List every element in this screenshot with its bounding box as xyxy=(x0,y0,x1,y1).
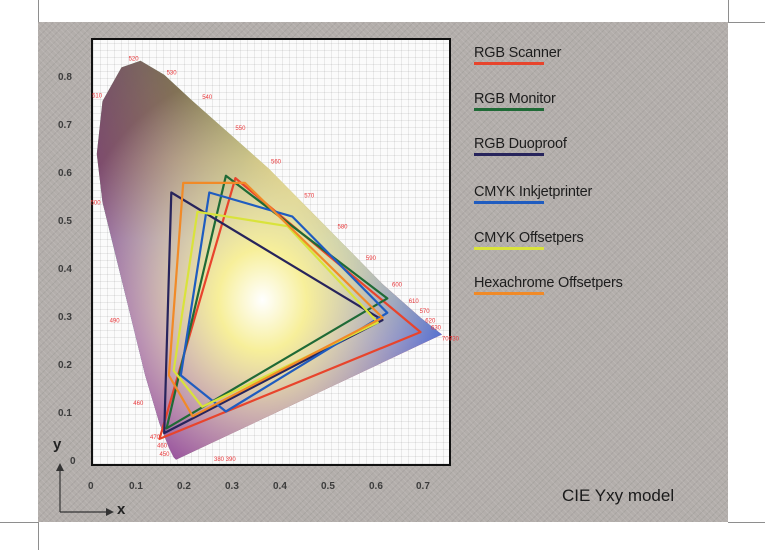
wavelength-label: 460 xyxy=(157,444,168,450)
legend-label: Hexachrome Offsetpers xyxy=(474,275,623,291)
legend-item-rgb-scanner: RGB Scanner xyxy=(474,45,561,65)
wavelength-label: 600 xyxy=(392,282,403,288)
y-tick-label: 0 xyxy=(70,456,76,467)
axis-arrows-icon xyxy=(56,463,114,516)
wavelength-label: 380 390 xyxy=(214,457,236,463)
legend-item-cmyk-inkjetprinter: CMYK Inkjetprinter xyxy=(474,184,592,204)
legend-swatch xyxy=(474,108,544,111)
x-tick-label: 0.3 xyxy=(225,481,239,492)
wavelength-label: 590 xyxy=(366,256,377,262)
legend-label: RGB Duoproof xyxy=(474,136,567,152)
x-tick-label: 0.6 xyxy=(369,481,383,492)
legend-swatch xyxy=(474,62,544,65)
wavelength-label: 500 xyxy=(91,201,102,207)
legend-swatch xyxy=(474,153,544,156)
spectral-locus-white-point-shade xyxy=(96,60,442,460)
crop-mark-bottom-left xyxy=(38,522,39,550)
crop-mark-top-left xyxy=(38,0,39,22)
crop-mark-right-bottom xyxy=(728,522,765,523)
x-tick-label: 0.5 xyxy=(321,481,335,492)
y-axis-letter: y xyxy=(53,436,62,453)
wavelength-label: 700 xyxy=(442,337,453,343)
gamut-polygon-5 xyxy=(167,181,384,418)
legend-swatch xyxy=(474,292,544,295)
x-tick-label: 0.4 xyxy=(273,481,287,492)
wavelength-label: 490 xyxy=(110,319,121,325)
x-tick-label: 0.2 xyxy=(177,481,191,492)
legend-item-rgb-duoproof: RGB Duoproof xyxy=(474,136,567,156)
wavelength-label: 460 xyxy=(133,401,144,407)
gamut-polygon-4 xyxy=(172,210,379,408)
crop-mark-left-bottom xyxy=(0,522,38,523)
wavelength-label: 610 xyxy=(409,299,420,305)
wavelength-label: 550 xyxy=(235,126,246,132)
x-tick-label: 0.7 xyxy=(416,481,430,492)
x-tick-label: 0.1 xyxy=(129,481,143,492)
wavelength-label: 730 xyxy=(449,337,460,343)
y-tick-label: 0.1 xyxy=(58,408,72,419)
gamut-polygon-0 xyxy=(158,177,422,440)
legend-item-cmyk-offsetpers: CMYK Offsetpers xyxy=(474,230,584,250)
y-tick-label: 0.5 xyxy=(58,216,72,227)
legend-label: CMYK Inkjetprinter xyxy=(474,184,593,200)
wavelength-label: 580 xyxy=(338,225,349,231)
legend-swatch xyxy=(474,201,544,204)
crop-mark-top-right xyxy=(728,0,729,22)
gamut-polygon-3 xyxy=(179,191,389,413)
legend-label: RGB Monitor xyxy=(474,91,556,107)
gamut-polygon-1 xyxy=(165,174,389,430)
x-axis-letter: x xyxy=(117,501,126,518)
wavelength-label: 570 xyxy=(304,193,315,199)
wavelength-label: 630 xyxy=(431,326,442,332)
y-tick-label: 0.4 xyxy=(58,264,72,275)
wavelength-label: 570 xyxy=(420,309,431,315)
wavelength-label: 620 xyxy=(425,319,436,325)
y-tick-label: 0.8 xyxy=(58,72,72,83)
wavelength-label: 510 xyxy=(92,94,103,100)
wavelength-label: 470 xyxy=(150,435,161,441)
legend-label: RGB Scanner xyxy=(474,45,562,61)
wavelength-label: 450 xyxy=(160,452,171,458)
chart-title: CIE Yxy model xyxy=(562,486,675,505)
y-tick-label: 0.2 xyxy=(58,360,72,371)
wavelength-label: 520 xyxy=(129,57,140,63)
y-tick-label: 0.6 xyxy=(58,168,72,179)
wavelength-label: 530 xyxy=(167,71,178,77)
y-tick-label: 0.3 xyxy=(58,312,72,323)
legend-swatch xyxy=(474,247,544,250)
crop-mark-right-top xyxy=(728,22,765,23)
wavelength-label: 540 xyxy=(202,95,213,101)
gamut-polygon-2 xyxy=(163,191,384,435)
wavelength-label: 560 xyxy=(271,160,282,166)
legend-item-rgb-monitor: RGB Monitor xyxy=(474,91,556,111)
legend-label: CMYK Offsetpers xyxy=(474,230,584,246)
y-tick-label: 0.7 xyxy=(58,120,72,131)
x-tick-label: 0 xyxy=(88,481,94,492)
legend-item-hexachrome-offsetpers: Hexachrome Offsetpers xyxy=(474,275,623,295)
